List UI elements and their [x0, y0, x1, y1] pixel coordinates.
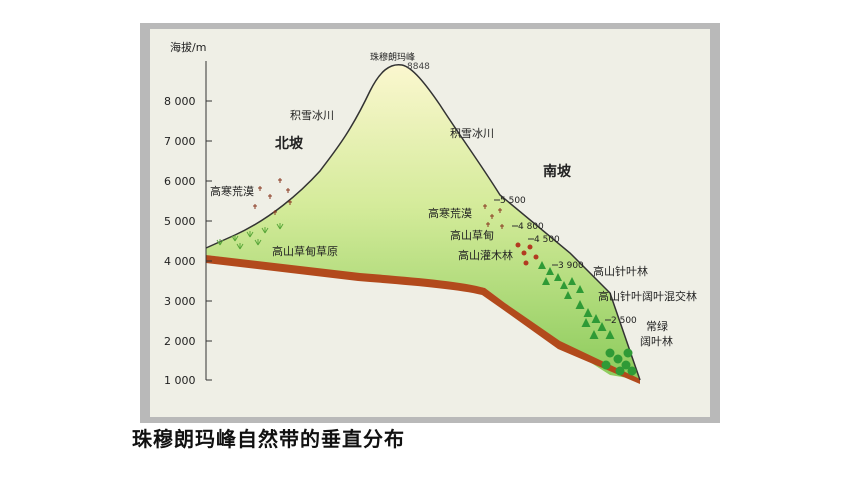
soil-layer: [206, 255, 640, 384]
boundary-label: 4 500: [534, 235, 560, 245]
shrub-icon: [521, 250, 527, 256]
desert-plant-icon: [498, 208, 502, 213]
broadleaf-tree-icon: [601, 360, 611, 370]
tree-icon: [560, 281, 568, 289]
broadleaf-tree-icon: [613, 354, 623, 364]
north-meadow-steppe-label: 高山草甸草原: [272, 244, 338, 258]
grass-icon: [276, 223, 284, 230]
tree-icon: [538, 261, 546, 269]
tree-icon: [605, 330, 615, 339]
desert-plant-icon: [486, 222, 490, 227]
tree-icon: [597, 322, 607, 331]
grass-icon: [261, 227, 269, 234]
south-shrub-label: 高山灌木林: [458, 248, 513, 262]
desert-plant-icon: [273, 210, 277, 215]
south-mixed-label: 高山针叶阔叶混交林: [598, 289, 697, 303]
tree-icon: [589, 330, 599, 339]
tree-icon: [542, 277, 550, 285]
desert-plant-icon: [490, 214, 494, 219]
boundary-label: 2 500: [611, 316, 637, 326]
y-axis-label: 海拔/m: [170, 40, 206, 54]
north-desert-label: 高寒荒漠: [210, 184, 254, 198]
desert-plant-icon: [268, 194, 272, 199]
desert-plant-icon: [253, 204, 257, 209]
tree-icon: [554, 273, 562, 281]
grass-icon: [254, 239, 262, 246]
south-slope-label: 南坡: [543, 163, 572, 180]
broadleaf-tree-icon: [605, 348, 615, 358]
grass-icon: [236, 243, 244, 250]
ground-fill: [206, 64, 640, 381]
south-evergreen-label-1: 常绿: [646, 319, 668, 333]
broadleaf-tree-icon: [615, 366, 625, 376]
y-tick-label: 6 000: [164, 175, 196, 188]
vegetation-layer: [216, 178, 637, 376]
shrub-icon: [523, 260, 529, 266]
grass-icon: [246, 231, 254, 238]
tree-icon: [564, 291, 572, 299]
south-evergreen-label-2: 阔叶林: [640, 334, 673, 348]
grass-icon: [216, 239, 224, 246]
broadleaf-tree-icon: [621, 360, 631, 370]
everest-zones-figure: 海拔/m 8 000 7 000 6 000 5 000 4 000 3 000…: [140, 23, 720, 423]
peak-height: 8848: [407, 62, 430, 72]
mountain-outline: [205, 63, 641, 381]
shrub-icon: [515, 242, 521, 248]
y-tick-label: 2 000: [164, 335, 196, 348]
north-snow-label: 积雪冰川: [290, 109, 334, 122]
tree-icon: [581, 318, 591, 327]
shrub-icon: [533, 254, 539, 260]
peak-name: 珠穆朗玛峰: [370, 51, 415, 63]
figure-caption: 珠穆朗玛峰自然带的垂直分布: [132, 427, 405, 451]
desert-plant-icon: [483, 204, 487, 209]
y-tick-label: 1 000: [164, 374, 196, 387]
north-slope-label: 北坡: [275, 135, 304, 152]
south-meadow-label: 高山草甸: [450, 228, 494, 242]
tree-icon: [591, 314, 601, 323]
tree-icon: [583, 308, 593, 317]
y-tick-label: 8 000: [164, 95, 196, 108]
desert-plant-icon: [278, 178, 282, 183]
south-desert-label: 高寒荒漠: [428, 206, 472, 220]
boundary-label: 4 800: [518, 222, 544, 232]
south-conifer-label: 高山针叶林: [593, 264, 648, 278]
shrub-icon: [527, 244, 533, 250]
boundary-ticks: [494, 199, 611, 321]
desert-plant-icon: [258, 186, 262, 191]
boundary-label: 3 900: [558, 261, 584, 271]
broadleaf-tree-icon: [627, 366, 637, 376]
y-tick-label: 5 000: [164, 215, 196, 228]
desert-plant-icon: [500, 224, 504, 229]
y-tick-label: 7 000: [164, 135, 196, 148]
y-axis: [205, 61, 212, 381]
broadleaf-tree-icon: [623, 348, 633, 358]
grass-icon: [231, 235, 239, 242]
y-tick-label: 4 000: [164, 255, 196, 268]
desert-plant-icon: [286, 188, 290, 193]
south-snow-label: 积雪冰川: [450, 127, 494, 140]
desert-plant-icon: [288, 200, 292, 205]
tree-icon: [575, 300, 585, 309]
boundary-label: 5 500: [500, 196, 526, 206]
tree-icon: [546, 267, 554, 275]
y-tick-label: 3 000: [164, 295, 196, 308]
tree-icon: [576, 285, 584, 293]
tree-icon: [568, 277, 576, 285]
